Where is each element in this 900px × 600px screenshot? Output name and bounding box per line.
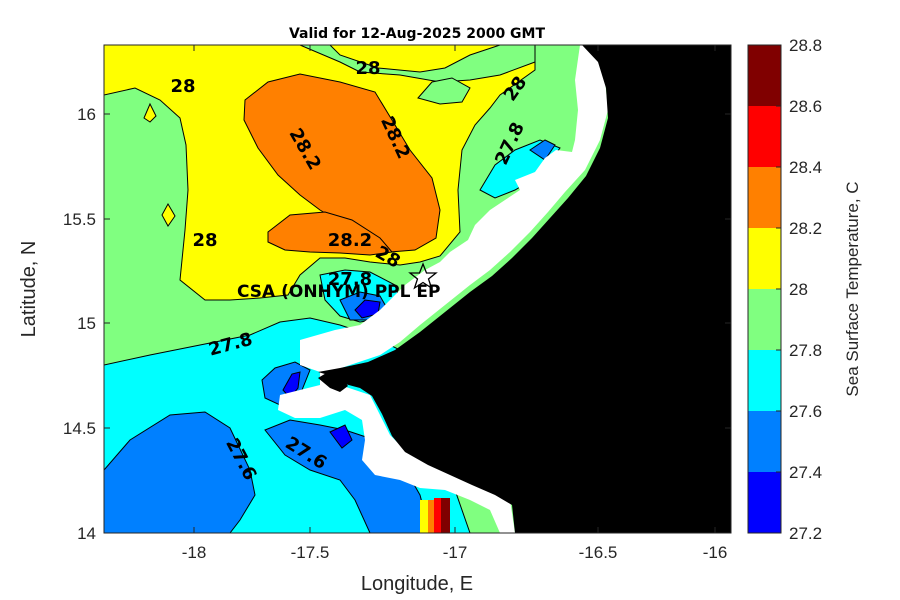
sst-band-28-0 xyxy=(161,202,176,227)
colorbar: 27.2 27.4 27.6 27.8 28 28.2 28.4 28.6 28.8 Sea S… xyxy=(747,36,862,543)
y-tick-label: 16 xyxy=(77,105,96,124)
contour-label: 28 xyxy=(355,58,380,79)
colorbar-tick-label: 27.6 xyxy=(789,402,822,421)
land-mass xyxy=(318,45,731,533)
sst-band-28-2 xyxy=(243,73,441,253)
colorbar-tick-label: 27.4 xyxy=(789,463,822,482)
colorbar-tick-label: 28.2 xyxy=(789,219,822,238)
axes-frame xyxy=(103,44,732,534)
colorbar-tick-label: 28.4 xyxy=(789,158,822,177)
x-axis: -18 -17.5 -17 -16.5 -16 Longitude, E xyxy=(182,45,728,595)
colorbar-swatch xyxy=(748,472,781,533)
contour-label: 27.8 xyxy=(328,269,372,290)
y-tick-label: 15 xyxy=(77,314,96,333)
sst-band-28-4 xyxy=(434,498,441,533)
x-tick-label: -18 xyxy=(182,543,207,562)
x-tick-label: -16 xyxy=(703,543,728,562)
sst-band-28-0 xyxy=(143,102,157,123)
y-axis-title: Latitude, N xyxy=(18,241,40,338)
y-tick-label: 15.5 xyxy=(63,210,96,229)
colorbar-tick-label: 27.2 xyxy=(789,524,822,543)
sst-band-27-8 xyxy=(299,45,536,83)
y-axis: 14 14.5 15 15.5 16 Latitude, N xyxy=(18,105,731,543)
x-tick-label: -16.5 xyxy=(579,543,618,562)
y-tick-label: 14 xyxy=(77,524,96,543)
colorbar-ticks: 27.2 27.4 27.6 27.8 28 28.2 28.4 28.6 28.8 xyxy=(776,36,822,543)
colorbar-tick-label: 28.6 xyxy=(789,97,822,116)
contour-label: 28.2 xyxy=(328,230,372,251)
sst-band-27-4 xyxy=(529,139,556,161)
colorbar-swatch xyxy=(748,106,781,167)
sst-band-27-4 xyxy=(104,411,256,533)
colorbar-swatch xyxy=(748,228,781,289)
sst-band-27-2 xyxy=(354,299,381,319)
colorbar-swatch xyxy=(748,167,781,228)
star-icon xyxy=(408,262,438,290)
site-marker: CSA (ONHYM) PPL EP xyxy=(237,262,440,302)
land-mass xyxy=(318,372,348,392)
sst-band-27-2 xyxy=(329,424,353,449)
sst-band-28-6 xyxy=(441,498,450,533)
y-tick-label: 14.5 xyxy=(63,419,96,438)
colorbar-tick-label: 28 xyxy=(789,280,808,299)
colorbar-title: Sea Surface Temperature, C xyxy=(843,181,862,396)
sst-band-28-0 xyxy=(420,500,428,533)
sst-band-27-8 xyxy=(417,77,471,105)
sst-band-28-2 xyxy=(428,500,434,533)
colorbar-swatch xyxy=(748,350,781,411)
x-tick-label: -17.5 xyxy=(291,543,330,562)
sst-band-28-2 xyxy=(267,211,393,256)
colorbar-swatch xyxy=(748,411,781,472)
contour-label: 28 xyxy=(192,230,217,251)
colorbar-swatch xyxy=(748,289,781,350)
x-axis-title: Longitude, E xyxy=(361,573,473,595)
colorbar-tick-label: 28.8 xyxy=(789,36,822,55)
x-tick-label: -17 xyxy=(443,543,468,562)
map-area xyxy=(104,45,731,533)
contour-label: 28 xyxy=(170,76,195,97)
plot-title: Valid for 12-Aug-2025 2000 GMT xyxy=(289,26,546,42)
site-label: CSA (ONHYM) PPL EP xyxy=(237,282,440,302)
no-data-mask xyxy=(278,45,608,533)
colorbar-tick-label: 27.8 xyxy=(789,341,822,360)
colorbar-swatches xyxy=(748,45,781,533)
colorbar-swatch xyxy=(748,45,781,106)
